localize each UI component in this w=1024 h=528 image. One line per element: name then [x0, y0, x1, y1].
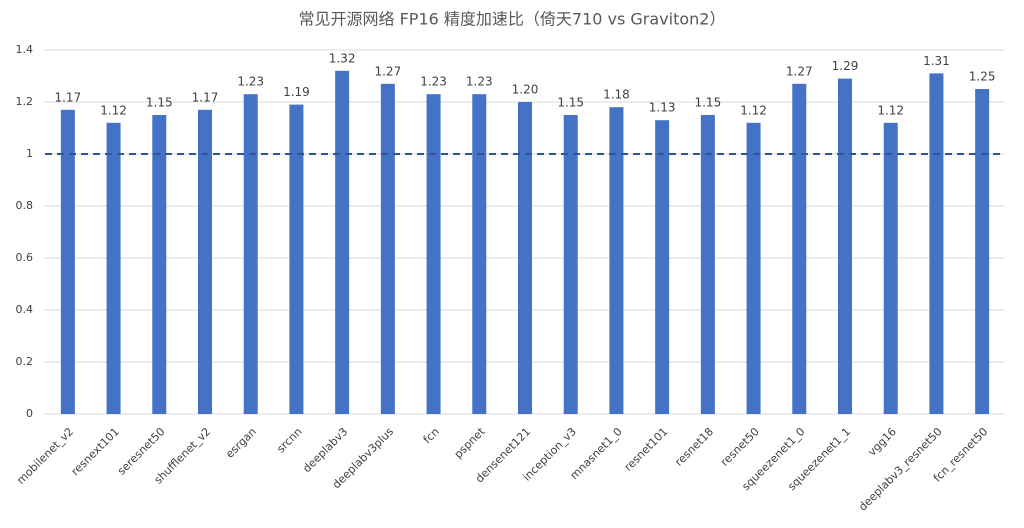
bar — [198, 109, 212, 415]
bar — [746, 122, 761, 415]
data-label: 1.27 — [786, 64, 813, 78]
bar — [106, 122, 121, 415]
data-label: 1.19 — [283, 85, 310, 99]
x-tick-label: mobilenet_v2 — [14, 425, 76, 487]
y-tick-label: 1.2 — [16, 95, 34, 108]
bar — [335, 70, 350, 415]
x-tick-label: resnet50 — [718, 425, 762, 469]
bar — [838, 78, 852, 414]
x-tick-label: srcnn — [274, 425, 304, 455]
data-label: 1.27 — [374, 64, 401, 78]
y-tick-label: 0.2 — [16, 355, 34, 368]
data-label: 1.32 — [329, 51, 356, 65]
y-tick-label: 1 — [26, 147, 33, 160]
bar — [289, 104, 304, 414]
bar — [975, 89, 990, 414]
chart-title: 常见开源网络 FP16 精度加速比（倚天710 vs Graviton2） — [299, 10, 726, 29]
data-label: 1.29 — [832, 59, 859, 73]
data-label: 1.17 — [54, 90, 81, 104]
data-label: 1.18 — [603, 88, 630, 102]
data-label: 1.17 — [192, 90, 219, 104]
bar — [929, 73, 944, 415]
bar — [380, 83, 395, 415]
bar — [655, 120, 670, 414]
y-tick-label: 0.6 — [16, 251, 34, 264]
bar — [60, 109, 75, 415]
bar — [609, 107, 624, 414]
data-label: 1.15 — [557, 96, 584, 110]
data-label: 1.15 — [146, 96, 173, 110]
data-label: 1.20 — [512, 83, 539, 97]
x-tick-label: esrgan — [223, 425, 259, 461]
x-tick-label: deeplabv3 — [300, 425, 350, 475]
data-label: 1.25 — [969, 70, 996, 84]
bar — [243, 94, 258, 414]
data-label: 1.23 — [420, 75, 447, 89]
data-label: 1.12 — [740, 103, 767, 117]
bar — [792, 83, 807, 415]
y-tick-label: 0.4 — [16, 303, 34, 316]
x-tick-label: fcn — [421, 425, 442, 446]
bar — [883, 122, 898, 415]
bar — [700, 115, 715, 414]
data-label: 1.23 — [237, 75, 264, 89]
bar — [152, 115, 167, 414]
y-tick-label: 0 — [26, 407, 33, 420]
data-label: 1.31 — [923, 54, 950, 68]
bar — [563, 115, 578, 414]
data-label: 1.13 — [649, 101, 676, 115]
x-tick-label: resnet18 — [672, 425, 716, 469]
x-tick-label: pspnet — [452, 425, 488, 461]
x-tick-label: vgg16 — [865, 425, 899, 459]
bar — [518, 102, 532, 414]
x-tick-label: resnext101 — [69, 425, 122, 478]
data-label: 1.15 — [694, 96, 721, 110]
x-tick-label: deeplabv3_resnet50 — [856, 425, 944, 513]
y-tick-label: 1.4 — [16, 43, 34, 56]
y-tick-label: 0.8 — [16, 199, 34, 212]
data-label: 1.12 — [877, 103, 904, 117]
data-label: 1.23 — [466, 75, 493, 89]
bar — [472, 94, 487, 414]
x-tick-label: resnet101 — [622, 425, 671, 474]
bar — [426, 94, 441, 414]
data-label: 1.12 — [100, 103, 127, 117]
